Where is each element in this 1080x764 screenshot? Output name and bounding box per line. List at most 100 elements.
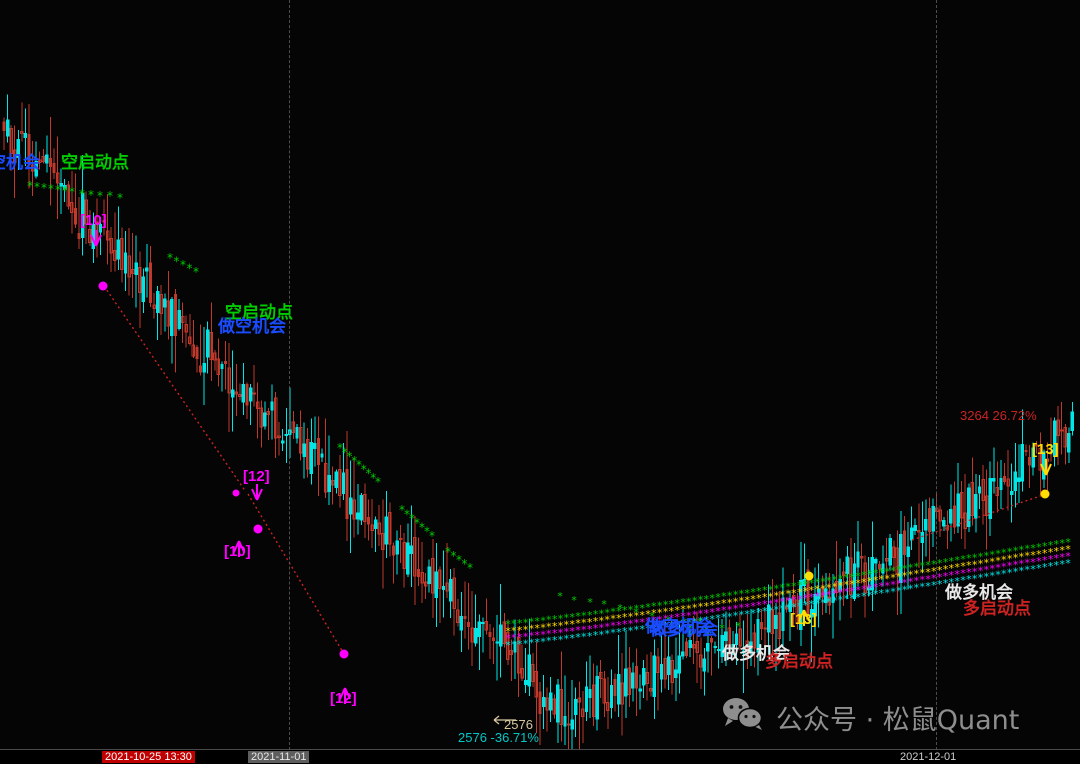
trend-star-marker: * bbox=[715, 605, 722, 618]
trend-star-marker: * bbox=[989, 548, 996, 561]
candle bbox=[341, 442, 346, 500]
trend-star-marker: * bbox=[732, 596, 739, 609]
pivot-dot-yellow-1 bbox=[804, 571, 814, 581]
trend-star-marker: * bbox=[540, 628, 547, 641]
candle bbox=[241, 362, 246, 415]
candle bbox=[727, 619, 732, 656]
long-opportunity-label-overlap-a: 做空机会 bbox=[645, 617, 713, 637]
candle bbox=[824, 572, 828, 613]
trend-star-marker: * bbox=[586, 623, 593, 636]
candle bbox=[863, 555, 867, 618]
candle bbox=[902, 515, 907, 578]
trend-star-marker: * bbox=[744, 594, 751, 607]
candle bbox=[466, 583, 471, 650]
trend-star-marker: * bbox=[1024, 564, 1031, 577]
trend-star-marker: * bbox=[948, 562, 955, 575]
trend-star-marker: * bbox=[651, 621, 658, 634]
trend-star-marker: * bbox=[855, 570, 862, 583]
candle bbox=[1070, 402, 1075, 436]
candle bbox=[649, 652, 653, 697]
candle bbox=[616, 635, 621, 718]
trend-star-marker: * bbox=[989, 569, 996, 582]
candle bbox=[909, 506, 914, 550]
candle bbox=[799, 542, 803, 647]
time-axis-label: 2021-11-01 bbox=[248, 751, 310, 763]
trend-star-marker: * bbox=[621, 618, 628, 631]
trend-star-marker: * bbox=[1047, 560, 1054, 573]
trend-star-marker: * bbox=[703, 607, 710, 620]
trend-star-marker: * bbox=[546, 621, 553, 634]
trend-star-marker: * bbox=[686, 616, 693, 629]
trend-star-marker: * bbox=[1053, 538, 1060, 551]
candle bbox=[834, 541, 839, 598]
trend-star-marker: * bbox=[674, 604, 681, 617]
trend-star-marker: * bbox=[971, 551, 978, 564]
candle bbox=[231, 350, 235, 432]
trend-star-marker: * bbox=[627, 603, 634, 616]
candle bbox=[752, 623, 757, 668]
candle bbox=[745, 614, 749, 670]
trend-star-marker: * bbox=[511, 624, 518, 637]
trend-star-marker: * bbox=[983, 570, 990, 583]
trend-star-marker: * bbox=[855, 584, 862, 597]
trend-star-marker: * bbox=[890, 585, 897, 598]
trend-star-marker: * bbox=[360, 462, 367, 476]
candle bbox=[123, 231, 128, 291]
trend-star-marker: * bbox=[1018, 558, 1025, 571]
trend-star-marker: * bbox=[750, 593, 757, 606]
trend-star-marker: * bbox=[645, 622, 652, 635]
trend-star-marker: * bbox=[575, 617, 582, 630]
candle bbox=[30, 140, 35, 196]
candle bbox=[105, 194, 110, 265]
trend-star-marker: * bbox=[575, 624, 582, 637]
trend-star-marker: * bbox=[738, 602, 745, 615]
trend-star-marker: * bbox=[750, 586, 757, 599]
trend-star-marker: * bbox=[557, 590, 564, 603]
trend-star-marker: * bbox=[826, 574, 833, 587]
candle bbox=[352, 458, 356, 538]
trend-star-marker: * bbox=[1059, 558, 1066, 571]
trend-star-marker: * bbox=[610, 627, 617, 640]
candle bbox=[538, 681, 542, 745]
trend-star-marker: * bbox=[604, 607, 611, 620]
trend-star-marker: * bbox=[977, 550, 984, 563]
candle bbox=[795, 592, 799, 630]
candle bbox=[84, 191, 88, 245]
trend-star-marker: * bbox=[173, 255, 180, 269]
candle bbox=[1027, 445, 1032, 488]
trend-star-marker: * bbox=[814, 590, 821, 603]
candle bbox=[2, 117, 6, 150]
candle bbox=[584, 661, 589, 721]
trend-star-marker: * bbox=[726, 610, 733, 623]
candle bbox=[631, 662, 635, 702]
trend-star-marker: * bbox=[735, 620, 742, 633]
trend-star-marker: * bbox=[569, 632, 576, 645]
candle bbox=[734, 621, 739, 666]
trend-star-marker: * bbox=[645, 608, 652, 621]
candle bbox=[1002, 463, 1007, 485]
time-axis[interactable]: 2021-10-25 13:30 2021-11-01 2021-12-01 bbox=[0, 749, 1080, 764]
trend-star-marker: * bbox=[687, 622, 694, 635]
trend-star-marker: * bbox=[791, 594, 798, 607]
trend-star-marker: * bbox=[540, 621, 547, 634]
price-low-change: 2576 -36.71% bbox=[458, 730, 539, 745]
trend-star-marker: * bbox=[756, 585, 763, 598]
trend-star-marker: * bbox=[336, 441, 343, 455]
candle bbox=[709, 636, 714, 676]
trend-star-marker: * bbox=[726, 596, 733, 609]
trend-star-marker: * bbox=[627, 610, 634, 623]
candle bbox=[774, 603, 778, 672]
candle bbox=[381, 499, 385, 589]
trend-star-marker: * bbox=[861, 583, 868, 596]
candle bbox=[827, 572, 832, 615]
trend-star-marker: * bbox=[814, 583, 821, 596]
candle bbox=[917, 503, 921, 569]
trend-star-marker: * bbox=[1012, 552, 1019, 565]
trend-star-marker: * bbox=[651, 607, 658, 620]
trend-star-marker: * bbox=[645, 601, 652, 614]
trend-star-marker: * bbox=[820, 582, 827, 595]
candle bbox=[45, 135, 49, 173]
trend-star-marker: * bbox=[960, 567, 967, 580]
